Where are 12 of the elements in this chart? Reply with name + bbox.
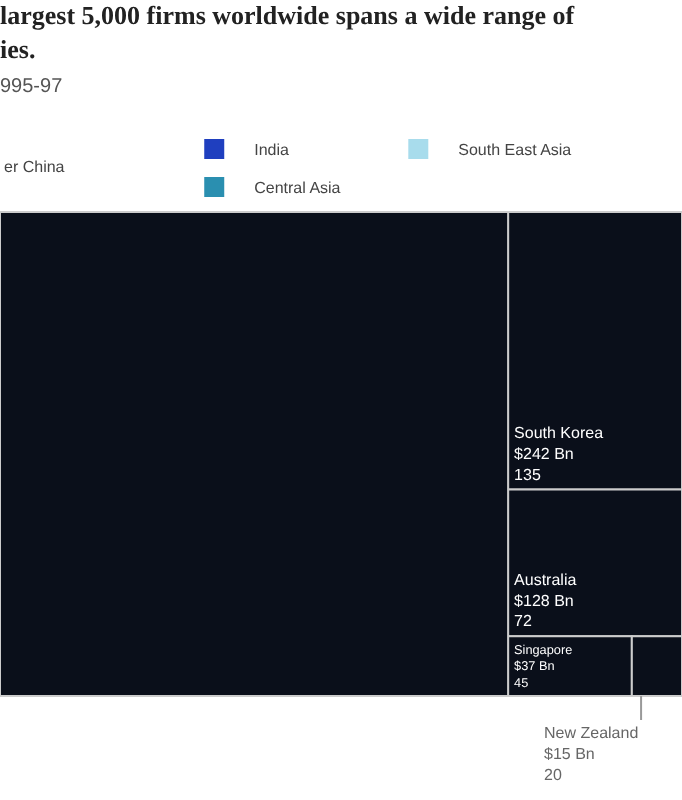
legend-label: India	[254, 141, 291, 160]
text: 995-97	[0, 75, 64, 98]
data-label: $128 Bn 72	[514, 591, 574, 631]
legend-label: Central Asia	[254, 179, 342, 198]
category-label: Australia	[514, 570, 578, 589]
legend-label: South East Asia	[458, 141, 573, 160]
data-label: $15 Bn 20	[544, 744, 595, 784]
text: er China	[4, 158, 66, 176]
category-label: New Zealand	[544, 724, 639, 742]
data-label: $242 Bn 135	[514, 444, 574, 484]
category-label: South Korea	[514, 423, 605, 442]
text: largest 5,000 firms worldwide spans a wide range of ies.	[0, 0, 576, 64]
